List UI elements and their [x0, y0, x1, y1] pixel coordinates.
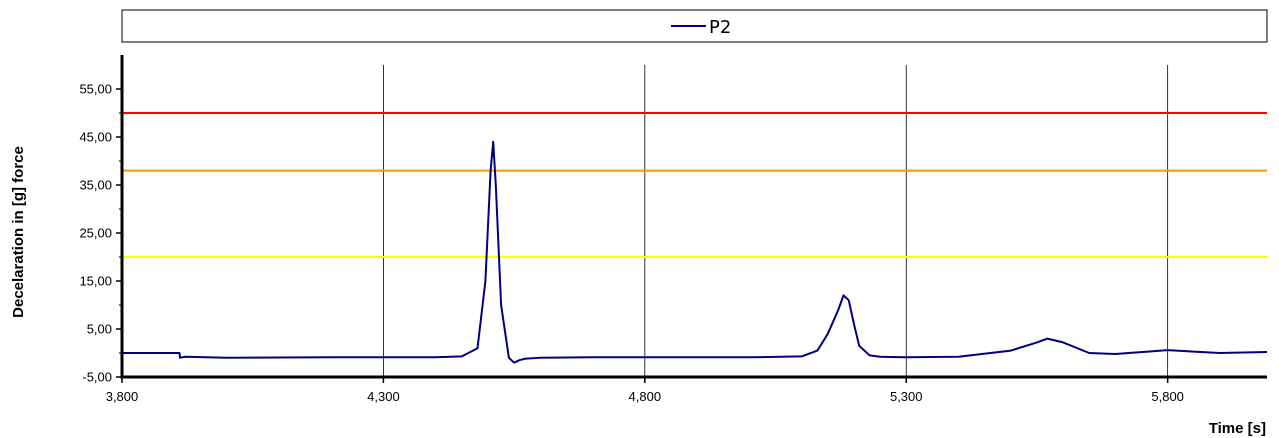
series-layer	[122, 140, 1268, 364]
y-tick-label-3: 25,00	[79, 226, 112, 241]
axes-layer: -5,00 5,00 15,00 25,00 35,00 45,00 55,00 3,800 4…	[79, 55, 1267, 404]
y-tick-label-1: 5,00	[87, 322, 112, 337]
y-tick-label-5: 45,00	[79, 130, 112, 145]
legend-label-p2: P2	[709, 17, 731, 38]
x-tick-label-3: 5,300	[890, 389, 923, 404]
x-tick-label-2: 4,800	[629, 389, 662, 404]
x-tick-label-0: 3,800	[106, 389, 139, 404]
series-line-p2	[122, 140, 1268, 364]
y-tick-label-0: -5,00	[82, 370, 112, 385]
y-tick-label-6: 55,00	[79, 82, 112, 97]
x-tick-label-1: 4,300	[367, 389, 400, 404]
y-axis-title: Decelaration in [g] force	[10, 146, 27, 318]
x-axis-title: Time [s]	[1209, 420, 1266, 437]
legend: P2	[121, 9, 1268, 43]
y-tick-label-4: 35,00	[79, 178, 112, 193]
x-tick-label-4: 5,800	[1151, 389, 1184, 404]
plot-area	[122, 65, 1267, 377]
y-tick-label-2: 15,00	[79, 274, 112, 289]
